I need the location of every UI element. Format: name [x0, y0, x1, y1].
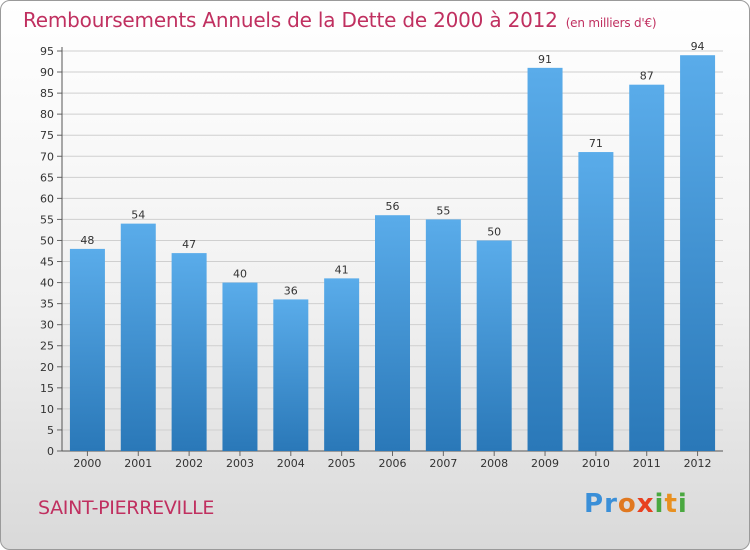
x-tick-label: 2009 — [531, 457, 559, 470]
chart-title: Remboursements Annuels de la Dette de 20… — [23, 8, 657, 32]
bar-value-label: 40 — [233, 268, 247, 281]
bar-value-label: 47 — [182, 238, 196, 251]
y-tick-label: 45 — [40, 256, 54, 269]
title-unit: (en milliers d'€) — [565, 16, 657, 30]
logo-letter: o — [617, 489, 637, 519]
y-tick-label: 20 — [40, 361, 54, 374]
y-tick-label: 80 — [40, 108, 54, 121]
bar-value-label: 87 — [640, 70, 654, 83]
y-tick-label: 90 — [40, 66, 54, 79]
y-tick-label: 55 — [40, 213, 54, 226]
bar — [222, 282, 258, 451]
bar — [324, 278, 360, 451]
x-tick-label: 2006 — [379, 457, 407, 470]
bar-value-label: 41 — [335, 263, 349, 276]
commune-name: SAINT-PIERREVILLE — [38, 497, 215, 519]
logo-letter: t — [664, 489, 678, 519]
bar-value-label: 94 — [691, 40, 705, 53]
x-tick-label: 2002 — [175, 457, 203, 470]
x-tick-label: 2003 — [226, 457, 254, 470]
y-tick-label: 30 — [40, 319, 54, 332]
bar — [425, 219, 461, 451]
proxiti-logo: Proxiti — [584, 489, 688, 519]
y-tick-label: 95 — [40, 45, 54, 58]
x-tick-label: 2001 — [124, 457, 152, 470]
bar-value-label: 91 — [538, 53, 552, 66]
bar — [375, 215, 410, 451]
y-tick-label: 50 — [40, 234, 54, 247]
logo-letter: r — [604, 489, 618, 519]
x-tick-label: 2007 — [429, 457, 457, 470]
bar-value-label: 36 — [284, 284, 298, 297]
y-tick-label: 70 — [40, 150, 54, 163]
y-tick-label: 35 — [40, 298, 54, 311]
bar — [69, 248, 105, 451]
y-tick-label: 25 — [40, 340, 54, 353]
logo-letter: i — [654, 489, 665, 519]
x-tick-label: 2012 — [684, 457, 712, 470]
y-tick-label: 85 — [40, 87, 54, 100]
bar — [629, 84, 665, 452]
x-tick-label: 2011 — [633, 457, 661, 470]
bar — [476, 240, 512, 451]
y-tick-label: 75 — [40, 129, 54, 142]
bar-value-label: 56 — [386, 200, 400, 213]
bar — [578, 152, 614, 452]
y-tick-label: 10 — [40, 403, 54, 416]
bar — [680, 55, 716, 452]
y-tick-label: 15 — [40, 382, 54, 395]
bar-value-label: 54 — [131, 209, 145, 222]
bar — [273, 299, 309, 451]
x-tick-label: 2010 — [582, 457, 610, 470]
y-tick-label: 65 — [40, 171, 54, 184]
logo-letter: P — [584, 489, 605, 519]
bar — [120, 223, 156, 451]
bar-value-label: 48 — [80, 234, 94, 247]
bar-value-label: 55 — [436, 204, 450, 217]
x-tick-label: 2005 — [328, 457, 356, 470]
bar — [171, 253, 207, 451]
y-tick-label: 40 — [40, 277, 54, 290]
y-tick-label: 0 — [47, 445, 54, 458]
x-tick-label: 2008 — [480, 457, 508, 470]
logo-letter: x — [636, 489, 655, 519]
y-tick-label: 60 — [40, 192, 54, 205]
bar — [527, 67, 563, 451]
bar-value-label: 71 — [589, 137, 603, 150]
bar-value-label: 50 — [487, 225, 501, 238]
title-text: Remboursements Annuels de la Dette de 20… — [23, 8, 558, 32]
logo-letter: i — [677, 489, 688, 519]
x-tick-label: 2004 — [277, 457, 305, 470]
x-tick-label: 2000 — [73, 457, 101, 470]
y-tick-label: 5 — [47, 424, 54, 437]
